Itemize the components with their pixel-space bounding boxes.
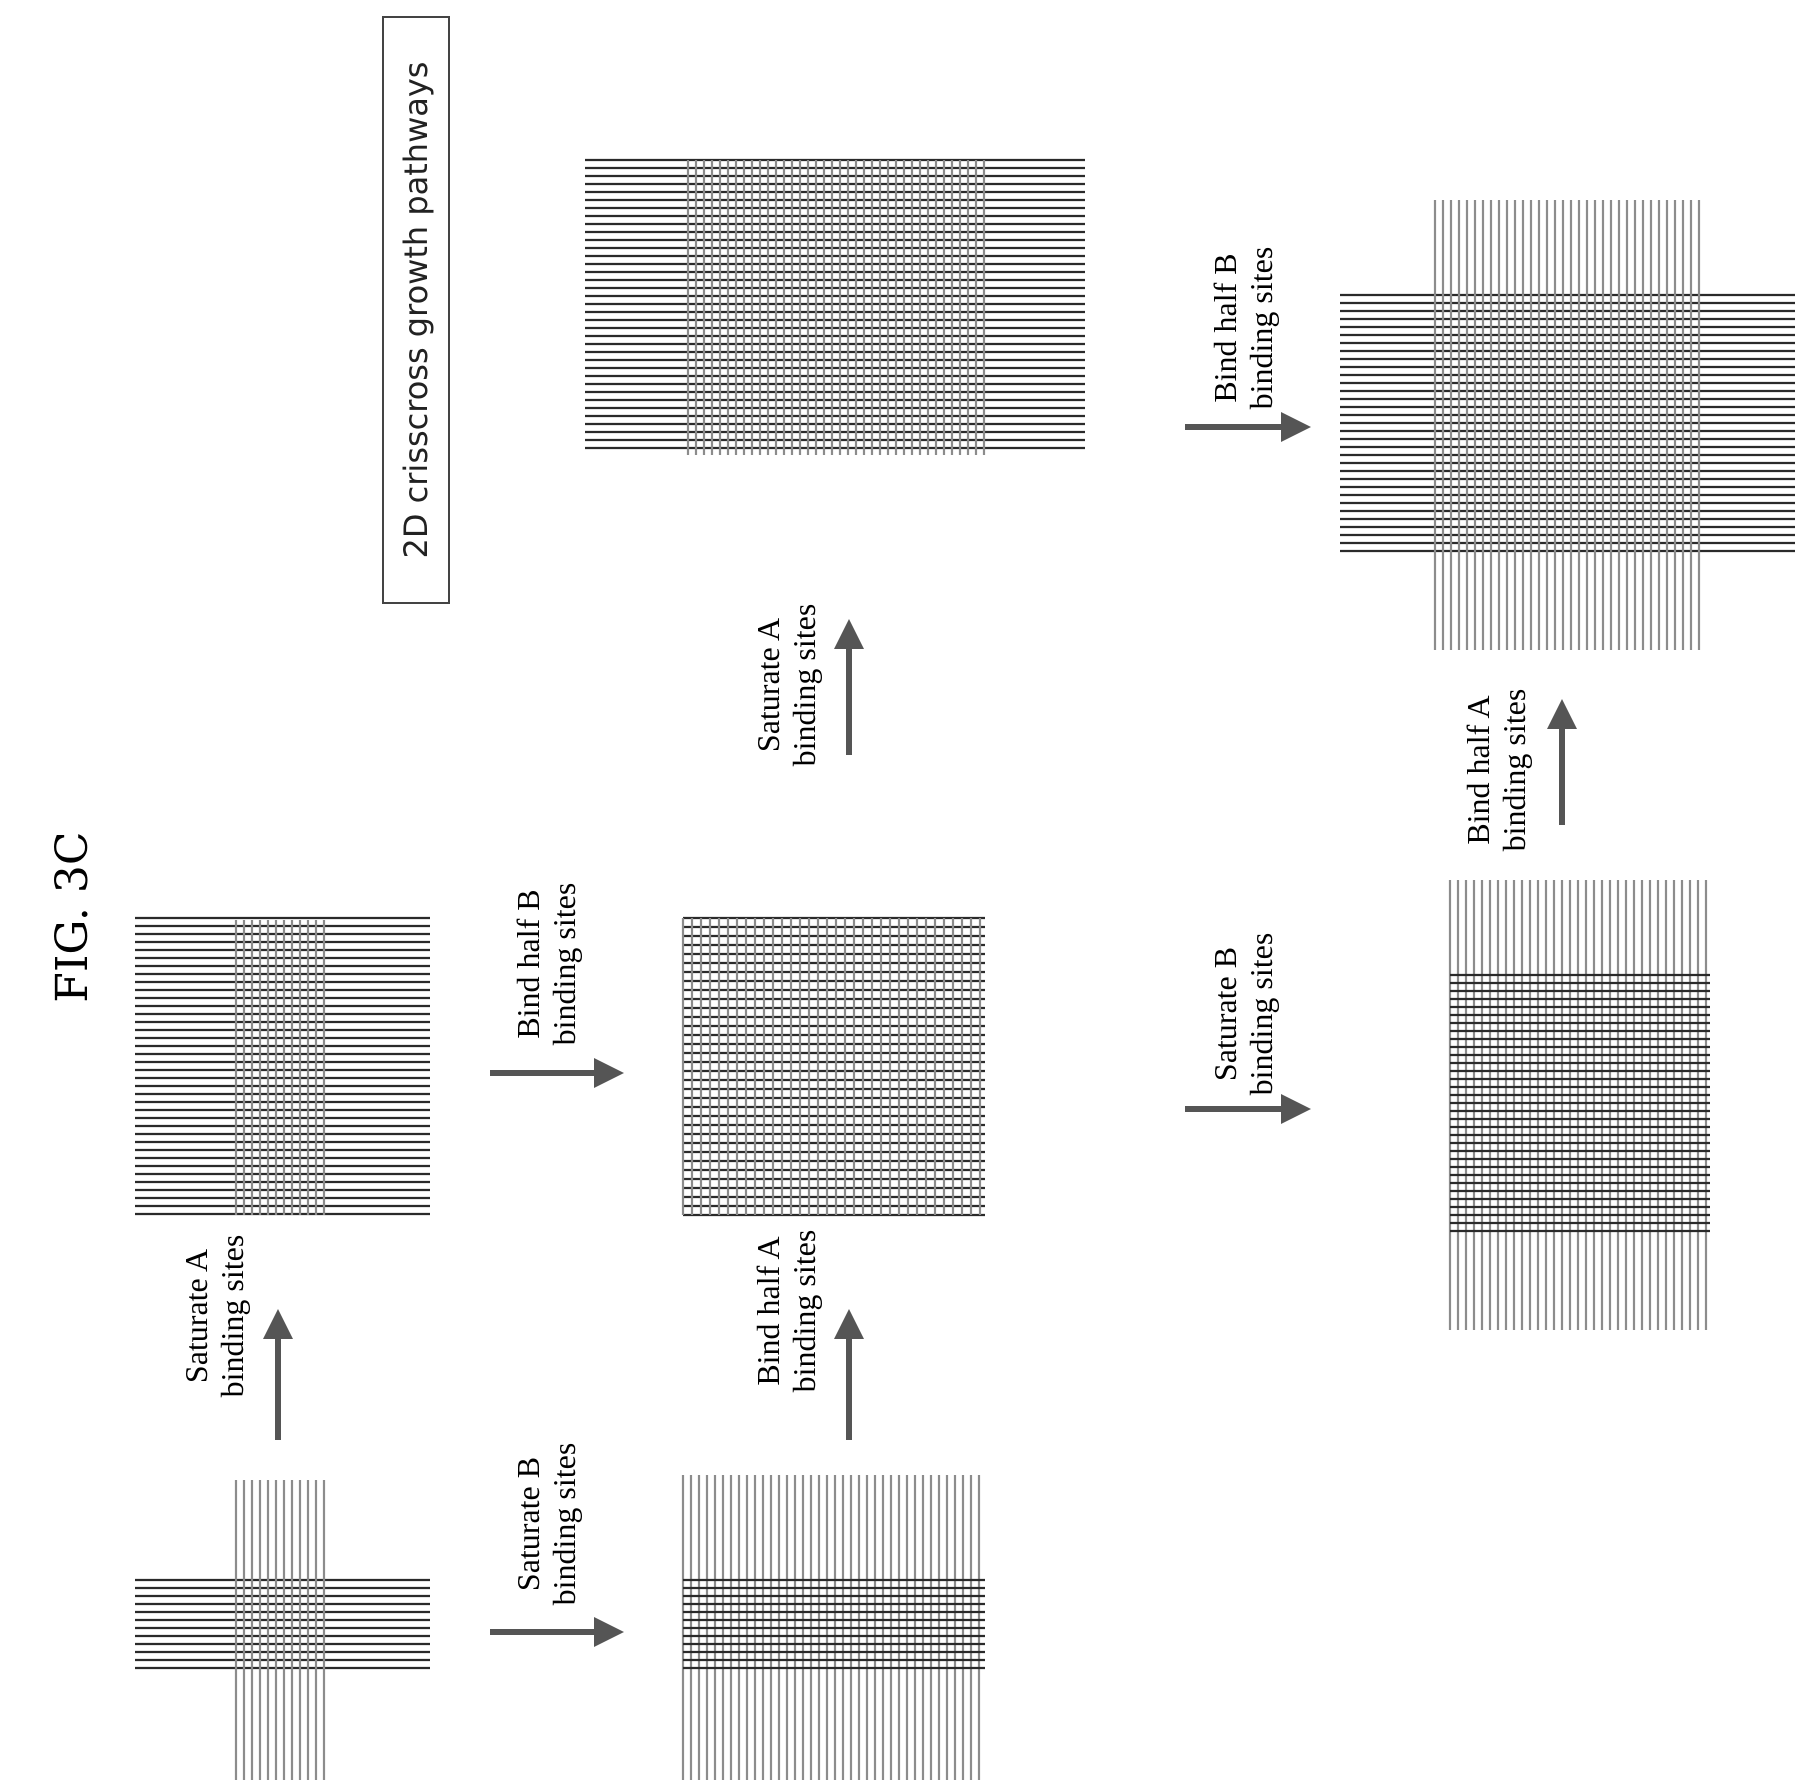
label-bind-half-a-1: Bind half A binding sites [750,1196,822,1426]
label-bind-half-a-2: Bind half A binding sites [1460,655,1532,885]
figure-title: 2D crisscross growth pathways [382,16,450,604]
label-saturate-b-2: Saturate B binding sites [1207,899,1279,1129]
figure-label: FIG. 3C [47,831,98,1003]
label-line-1: Saturate B [510,1456,546,1592]
label-line-2: binding sites [546,1442,582,1606]
label-line-1: Bind half B [510,889,546,1039]
label-line-1: Bind half A [1460,695,1496,845]
label-line-1: Saturate B [1207,946,1243,1082]
label-line-1: Bind half A [750,1236,786,1386]
label-line-2: binding sites [786,603,822,767]
label-saturate-a-1: Saturate A binding sites [178,1201,250,1431]
label-bind-half-b-1: Bind half B binding sites [510,849,582,1079]
label-line-1: Saturate A [178,1248,214,1384]
label-line-2: binding sites [214,1234,250,1398]
arrow-group [263,412,1577,1647]
label-saturate-b-1: Saturate B binding sites [510,1409,582,1639]
label-saturate-a-2: Saturate A binding sites [750,570,822,800]
label-bind-half-b-2: Bind half B binding sites [1207,213,1279,443]
label-line-2: binding sites [1243,932,1279,1096]
label-line-2: binding sites [1496,688,1532,852]
label-line-1: Saturate A [750,617,786,753]
label-line-1: Bind half B [1207,253,1243,403]
lattice-group [135,158,1795,1780]
label-line-2: binding sites [1243,246,1279,410]
label-line-2: binding sites [786,1229,822,1393]
label-line-2: binding sites [546,882,582,1046]
